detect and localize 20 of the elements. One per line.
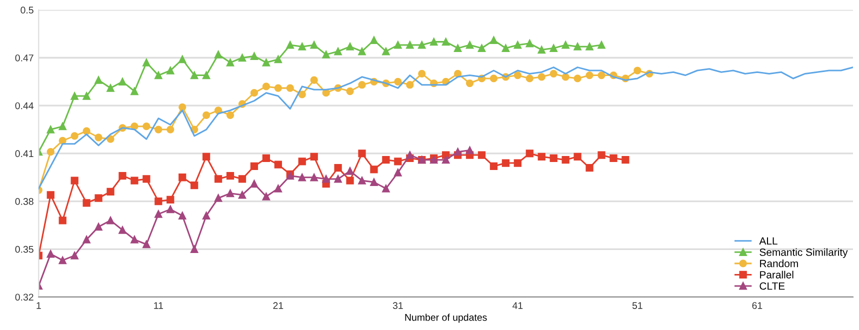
x-tick-label: 61 [752,302,762,309]
y-tick-label: 0.32 [15,294,34,301]
y-tick-label: 0.47 [15,54,34,62]
y-tick-label: 0.38 [15,198,34,205]
x-tick-label: 11 [154,302,163,309]
legend-label: Random [760,260,798,268]
legend-label: CLTE [760,282,785,290]
x-tick-label: 1 [36,302,41,309]
x-tick-label: 31 [392,302,403,309]
x-tick-label: 51 [632,302,642,309]
y-tick-label: 0.5 [20,6,34,14]
x-axis-title: Number of updates [405,314,487,323]
x-tick-label: 41 [512,302,523,309]
legend-label: ALL [759,237,778,245]
legend-label: Semantic Similarity [760,248,848,258]
y-tick-label: 0.35 [15,246,34,253]
x-tick-label: 21 [273,302,284,309]
y-tick-label: 0.44 [15,102,34,110]
legend-label: Parallel [760,270,794,278]
y-tick-label: 0.41 [15,150,34,158]
